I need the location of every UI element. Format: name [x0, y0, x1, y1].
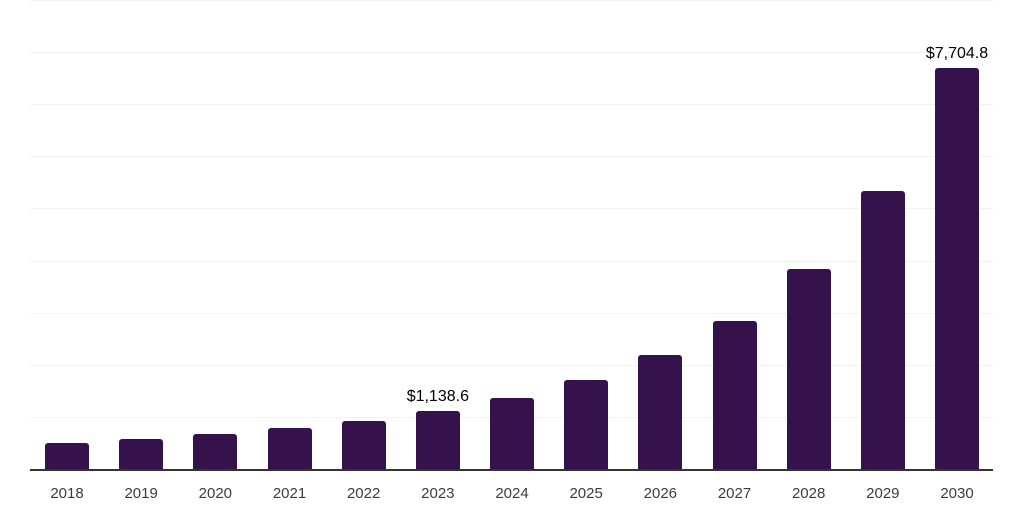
bar-2023 — [415, 410, 460, 470]
x-tick-2023: 2023 — [421, 485, 455, 502]
x-tick-2019: 2019 — [124, 485, 158, 502]
bar-2022 — [341, 421, 386, 470]
gridline-5000 — [30, 208, 993, 210]
x-tick-2025: 2025 — [569, 485, 603, 502]
plot-area: $1,138.6 $7,704.8 — [30, 0, 993, 470]
x-tick-2026: 2026 — [643, 485, 678, 502]
bar-2029 — [860, 190, 905, 470]
bar-2030 — [935, 67, 979, 470]
gridline-3000 — [30, 312, 993, 314]
x-tick-2021: 2021 — [272, 485, 307, 502]
bar-value-label-2023: $1,138.6 — [406, 387, 469, 405]
x-tick-2024: 2024 — [495, 485, 529, 502]
x-axis-line — [30, 469, 993, 471]
gridline-2000 — [30, 365, 993, 367]
x-tick-2028: 2028 — [791, 485, 826, 502]
gridline-7000 — [30, 103, 993, 105]
bar-2027 — [712, 320, 757, 470]
bar-value-label-2030: $7,704.8 — [925, 44, 989, 62]
gridline-8000 — [30, 51, 993, 53]
gridline-4000 — [30, 260, 993, 262]
x-axis-labels: 2018 2019 2020 2021 2022 2023 2024 2025 2026 2027… — [30, 485, 993, 505]
gridline-6000 — [30, 156, 993, 158]
x-tick-2018: 2018 — [50, 485, 84, 502]
bar-2018 — [45, 443, 89, 470]
bar-2024 — [490, 398, 534, 470]
bar-2026 — [638, 355, 683, 470]
x-tick-2027: 2027 — [717, 485, 752, 502]
bar-2028 — [786, 268, 831, 470]
bar-2019 — [119, 439, 164, 470]
bar-2021 — [267, 427, 312, 470]
x-tick-2030: 2030 — [940, 485, 974, 502]
bar-2025 — [564, 380, 609, 470]
x-tick-2020: 2020 — [198, 485, 233, 502]
x-tick-2029: 2029 — [866, 485, 900, 502]
x-tick-2022: 2022 — [346, 485, 381, 502]
gridline-9000 — [30, 0, 993, 1]
bar-2020 — [193, 434, 238, 470]
